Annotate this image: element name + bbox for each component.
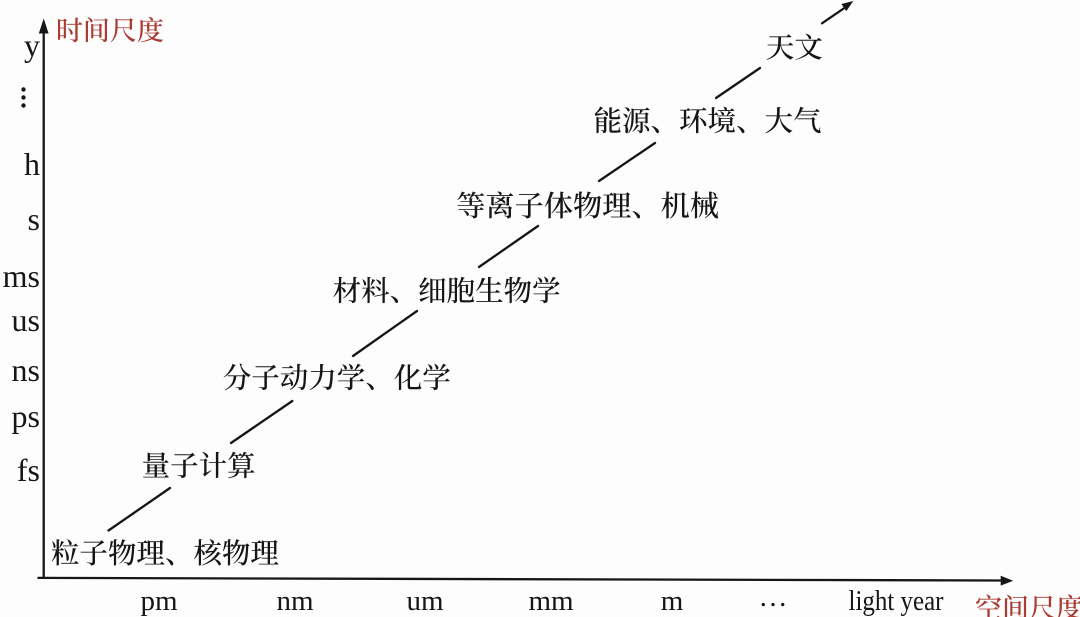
svg-text:ps: ps: [12, 398, 40, 434]
svg-text:y: y: [24, 27, 40, 63]
svg-text:us: us: [12, 302, 40, 338]
svg-text:h: h: [24, 146, 40, 182]
svg-text:mm: mm: [528, 585, 574, 617]
svg-text:ns: ns: [12, 352, 40, 388]
svg-text:m: m: [661, 585, 684, 617]
svg-text:pm: pm: [140, 585, 178, 617]
svg-text:ms: ms: [3, 258, 40, 294]
svg-text:nm: nm: [276, 585, 314, 617]
svg-text:light year: light year: [849, 585, 944, 617]
svg-text:um: um: [406, 585, 444, 617]
svg-text:fs: fs: [17, 452, 40, 488]
svg-text:s: s: [28, 201, 40, 237]
svg-text:…: …: [759, 581, 788, 613]
